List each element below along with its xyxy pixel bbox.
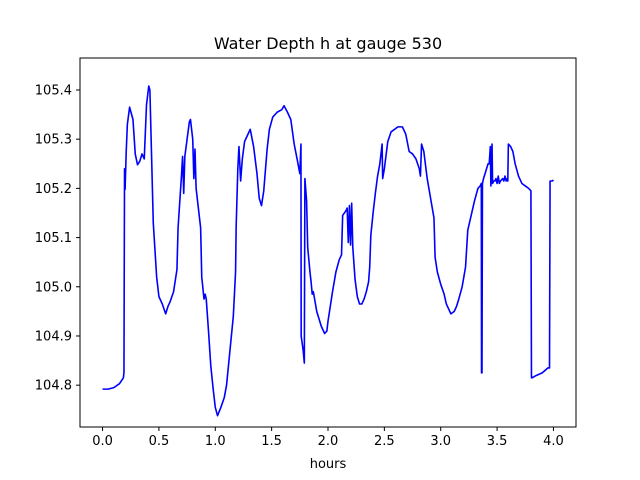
plot-area-frame	[79, 57, 577, 428]
series-line	[102, 85, 554, 417]
x-tick-label: 3.0	[430, 434, 451, 449]
x-tick-label: 1.0	[205, 434, 226, 449]
x-tick-label: 2.0	[318, 434, 339, 449]
x-tick-label: 1.5	[261, 434, 282, 449]
y-tick-label: 104.9	[35, 329, 72, 344]
x-axis-label: hours	[310, 457, 347, 472]
y-tick-label: 105.4	[35, 83, 72, 98]
y-tick-label: 105.3	[35, 133, 72, 148]
series-group	[102, 85, 554, 417]
x-tick-label: 0.0	[92, 434, 113, 449]
x-tick-label: 3.5	[487, 434, 508, 449]
x-tick-label: 2.5	[374, 434, 395, 449]
y-tick-label: 104.8	[35, 379, 72, 394]
x-tick-label: 0.5	[149, 434, 170, 449]
x-tick-label: 4.0	[543, 434, 564, 449]
chart-title: Water Depth h at gauge 530	[214, 34, 442, 53]
y-tick-label: 105.0	[35, 280, 72, 295]
y-tick-label: 105.2	[35, 182, 72, 197]
y-tick-label: 105.1	[35, 231, 72, 246]
ticks: 0.0 0.5 1.0 1.5 2.0 2.5 3.0 3.5 4.0 104.8 104.9 105…	[35, 83, 564, 449]
